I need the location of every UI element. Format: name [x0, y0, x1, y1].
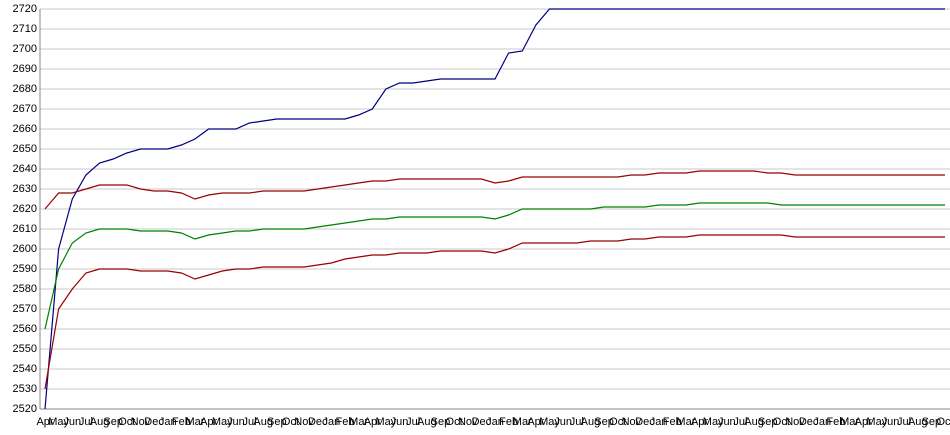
series-line [44, 234, 945, 390]
x-tick-label: Feb [663, 416, 682, 428]
x-tick-label: Nov [458, 416, 478, 428]
x-tick-label: Oct [773, 416, 790, 428]
x-tick-label: Jun [882, 416, 900, 428]
x-tick-label: Feb [499, 416, 518, 428]
x-tick-label: Aug [908, 416, 928, 428]
y-tick-label: 2680 [13, 83, 37, 95]
x-tick-label: Jan [322, 416, 340, 428]
x-tick-label: Apr [200, 416, 217, 428]
x-tick-label: May [539, 416, 560, 428]
x-tick-label: Aug [253, 416, 273, 428]
x-tick-label: Dec [308, 416, 328, 428]
series-line [44, 202, 945, 330]
y-tick-label: 2670 [13, 103, 37, 115]
series-line [44, 170, 945, 210]
x-tick-label: Oct [446, 416, 463, 428]
x-tick-label: Jul [243, 416, 257, 428]
x-tick-label: Jun [391, 416, 409, 428]
x-tick-label: Feb [826, 416, 845, 428]
x-tick-label: Apr [364, 416, 381, 428]
x-tick-label: Jan [813, 416, 831, 428]
x-tick-label: Feb [172, 416, 191, 428]
x-tick-label: Apr [691, 416, 708, 428]
y-tick-label: 2700 [13, 43, 37, 55]
x-tick-label: Mar [349, 416, 368, 428]
y-tick-label: 2650 [13, 143, 37, 155]
x-tick-label: Jul [79, 416, 93, 428]
x-tick-label: Nov [294, 416, 314, 428]
y-tick-label: 2640 [13, 163, 37, 175]
y-tick-label: 2710 [13, 23, 37, 35]
x-tick-label: Sep [267, 416, 287, 428]
y-tick-label: 2620 [13, 203, 37, 215]
x-tick-label: Mar [676, 416, 695, 428]
y-tick-label: 2540 [13, 363, 37, 375]
x-tick-label: May [212, 416, 233, 428]
y-tick-label: 2560 [13, 323, 37, 335]
x-tick-label: Sep [758, 416, 778, 428]
series-line [44, 8, 945, 410]
y-tick-label: 2520 [13, 403, 37, 415]
x-tick-label: Sep [594, 416, 614, 428]
x-tick-label: Oct [118, 416, 135, 428]
y-tick-label: 2590 [13, 263, 37, 275]
x-tick-label: Dec [799, 416, 819, 428]
y-tick-label: 2570 [13, 303, 37, 315]
x-tick-label: Jun [718, 416, 736, 428]
x-tick-label: Mar [186, 416, 205, 428]
x-tick-label: Apr [527, 416, 544, 428]
x-tick-label: Mar [840, 416, 859, 428]
x-tick-label: Nov [785, 416, 805, 428]
x-tick-label: Jun [63, 416, 81, 428]
x-tick-label: Oct [609, 416, 626, 428]
x-tick-label: Mar [513, 416, 532, 428]
x-tick-label: Aug [744, 416, 764, 428]
x-tick-label: Dec [144, 416, 164, 428]
x-tick-label: Apr [855, 416, 872, 428]
x-tick-label: May [48, 416, 69, 428]
y-tick-label: 2690 [13, 63, 37, 75]
y-tick-label: 2610 [13, 223, 37, 235]
y-tick-label: 2720 [13, 3, 37, 15]
y-tick-label: 2630 [13, 183, 37, 195]
x-tick-label: Nov [622, 416, 642, 428]
x-tick-label: Dec [635, 416, 655, 428]
x-tick-label: Oct [936, 416, 950, 428]
x-tick-label: Jan [650, 416, 668, 428]
x-tick-label: May [703, 416, 724, 428]
y-tick-label: 2660 [13, 123, 37, 135]
x-tick-label: Nov [131, 416, 151, 428]
y-tick-label: 2530 [13, 383, 37, 395]
x-tick-label: Sep [922, 416, 942, 428]
x-tick-label: Jan [486, 416, 504, 428]
y-tick-label: 2600 [13, 243, 37, 255]
x-tick-label: Feb [336, 416, 355, 428]
x-tick-label: Jun [554, 416, 572, 428]
x-tick-label: Aug [581, 416, 601, 428]
x-tick-label: Aug [417, 416, 437, 428]
x-tick-label: May [376, 416, 397, 428]
x-tick-label: May [866, 416, 887, 428]
x-tick-label: Aug [90, 416, 110, 428]
x-tick-label: Jun [227, 416, 245, 428]
x-tick-label: Jul [733, 416, 747, 428]
y-tick-label: 2580 [13, 283, 37, 295]
x-tick-label: Sep [103, 416, 123, 428]
x-tick-label: Oct [282, 416, 299, 428]
x-tick-label: Jul [897, 416, 911, 428]
x-tick-label: Jul [406, 416, 420, 428]
x-tick-label: Jul [570, 416, 584, 428]
y-tick-label: 2550 [13, 343, 37, 355]
x-tick-label: Dec [472, 416, 492, 428]
x-tick-label: Sep [431, 416, 451, 428]
x-tick-label: Jan [159, 416, 177, 428]
x-tick-label: Apr [36, 416, 53, 428]
